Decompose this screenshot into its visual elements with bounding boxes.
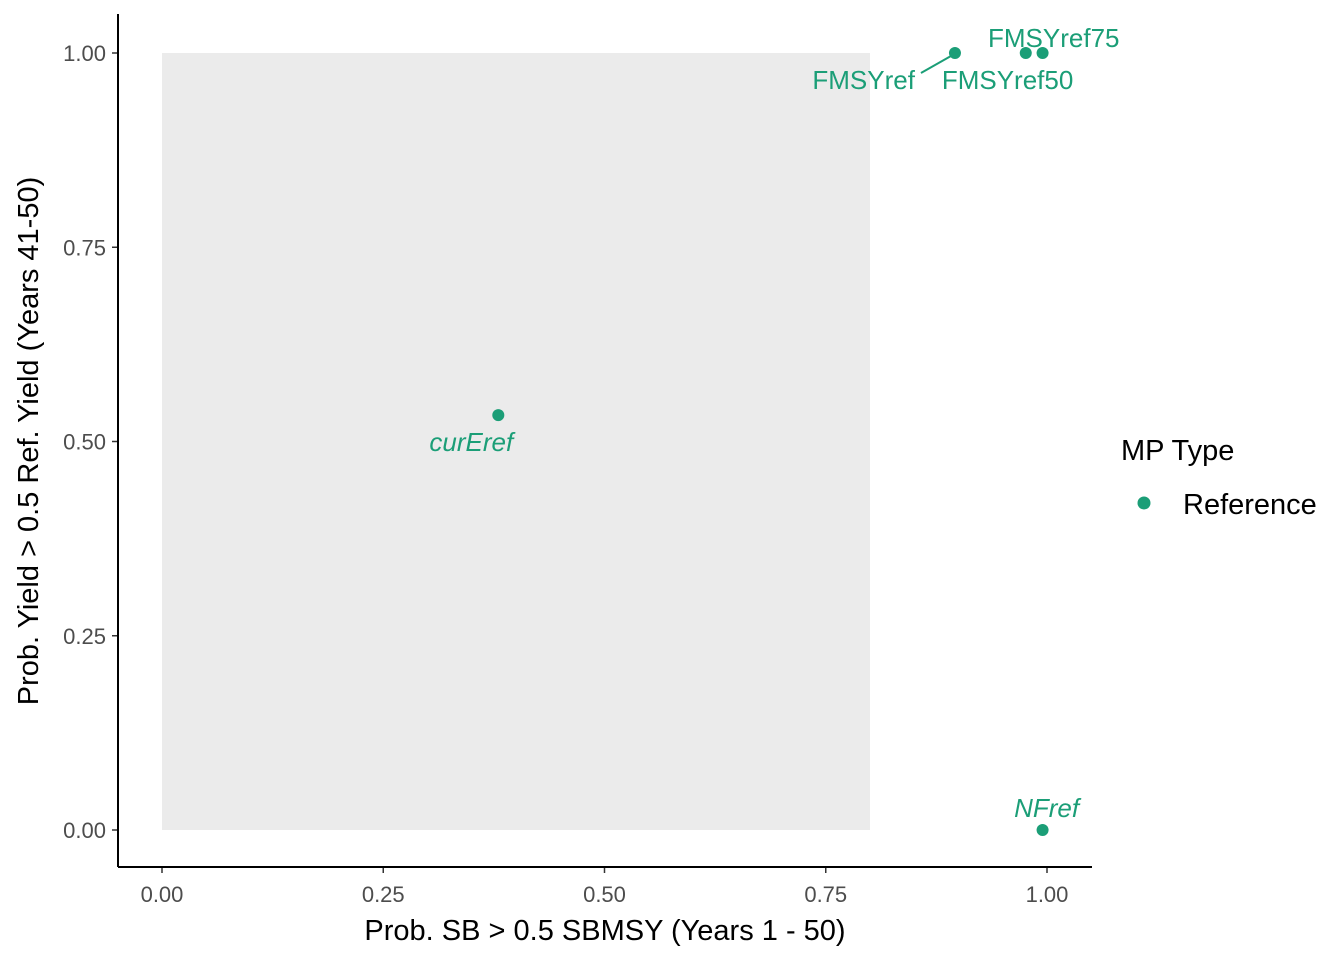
y-tick-label: 0.00	[63, 818, 106, 843]
data-point	[492, 409, 505, 422]
data-points	[492, 47, 1049, 836]
y-axis-title: Prob. Yield > 0.5 Ref. Yield (Years 41-5…	[13, 177, 45, 706]
legend-entry-reference: Reference	[1183, 489, 1317, 521]
point-label: FMSYref	[812, 65, 915, 95]
shaded-region	[162, 53, 870, 830]
x-tick-label: 1.00	[1026, 882, 1069, 907]
x-tick-label: 0.75	[804, 882, 847, 907]
point-label: FMSYref75	[988, 23, 1120, 53]
point-label: curEref	[429, 427, 516, 457]
data-point	[1036, 47, 1049, 59]
x-tick-label: 0.25	[362, 882, 405, 907]
point-labels: FMSYref FMSYref75 FMSYref50 curEref NFref	[429, 23, 1119, 823]
x-axis-title: Prob. SB > 0.5 SBMSY (Years 1 - 50)	[364, 915, 845, 947]
x-axis-ticks: 0.00 0.25 0.50 0.75 1.00	[141, 867, 1069, 907]
data-point	[1019, 47, 1032, 59]
data-point	[1036, 824, 1049, 836]
x-tick-label: 0.50	[583, 882, 626, 907]
y-tick-label: 0.25	[63, 624, 106, 649]
y-tick-label: 1.00	[63, 41, 106, 66]
y-tick-label: 0.50	[63, 430, 106, 455]
x-tick-label: 0.00	[141, 882, 184, 907]
data-point	[948, 47, 961, 59]
point-label: NFref	[1014, 793, 1082, 823]
label-connectors	[920, 55, 952, 74]
y-tick-label: 0.75	[63, 235, 106, 260]
legend-key-reference	[1137, 496, 1151, 510]
label-connector	[920, 55, 952, 74]
legend-title: MP Type	[1121, 435, 1234, 467]
point-label: FMSYref50	[942, 65, 1074, 95]
y-axis-ticks: 0.00 0.25 0.50 0.75 1.00	[63, 41, 118, 843]
